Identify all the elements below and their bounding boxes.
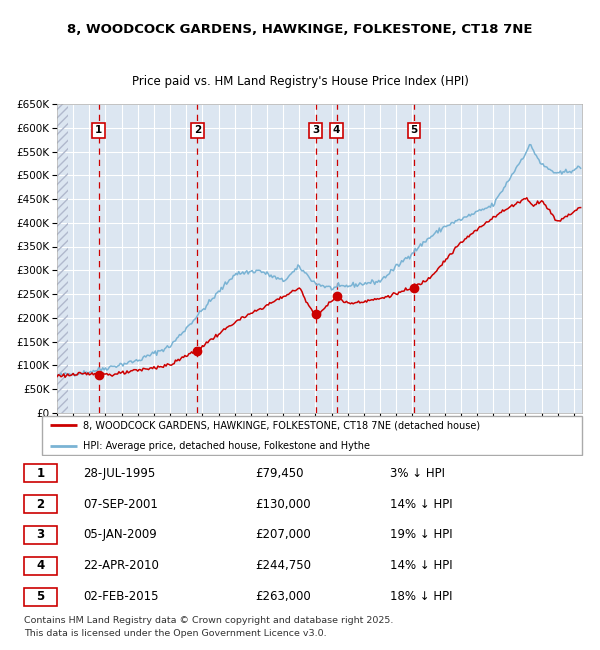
Bar — [57, 104, 68, 413]
Text: 18% ↓ HPI: 18% ↓ HPI — [390, 590, 453, 603]
Text: 4: 4 — [37, 560, 44, 573]
Text: 3% ↓ HPI: 3% ↓ HPI — [390, 467, 445, 480]
Text: 05-JAN-2009: 05-JAN-2009 — [83, 528, 157, 541]
Text: 19% ↓ HPI: 19% ↓ HPI — [390, 528, 453, 541]
Text: 22-APR-2010: 22-APR-2010 — [83, 560, 159, 573]
Text: 2: 2 — [194, 125, 201, 135]
Text: 3: 3 — [37, 528, 44, 541]
FancyBboxPatch shape — [23, 464, 58, 482]
FancyBboxPatch shape — [23, 588, 58, 606]
FancyBboxPatch shape — [41, 416, 583, 454]
Text: 4: 4 — [333, 125, 340, 135]
Text: 14% ↓ HPI: 14% ↓ HPI — [390, 497, 453, 510]
Text: 5: 5 — [37, 590, 44, 603]
Text: 2: 2 — [37, 497, 44, 510]
FancyBboxPatch shape — [23, 495, 58, 513]
Text: HPI: Average price, detached house, Folkestone and Hythe: HPI: Average price, detached house, Folk… — [83, 441, 370, 450]
Text: 07-SEP-2001: 07-SEP-2001 — [83, 497, 158, 510]
Text: Contains HM Land Registry data © Crown copyright and database right 2025.
This d: Contains HM Land Registry data © Crown c… — [23, 616, 393, 638]
Text: 1: 1 — [95, 125, 102, 135]
Text: 8, WOODCOCK GARDENS, HAWKINGE, FOLKESTONE, CT18 7NE: 8, WOODCOCK GARDENS, HAWKINGE, FOLKESTON… — [67, 23, 533, 36]
Text: 1: 1 — [37, 467, 44, 480]
Text: 02-FEB-2015: 02-FEB-2015 — [83, 590, 158, 603]
Text: Price paid vs. HM Land Registry's House Price Index (HPI): Price paid vs. HM Land Registry's House … — [131, 75, 469, 88]
Text: £263,000: £263,000 — [255, 590, 311, 603]
FancyBboxPatch shape — [23, 526, 58, 544]
Text: £207,000: £207,000 — [255, 528, 311, 541]
Text: £244,750: £244,750 — [255, 560, 311, 573]
Text: £79,450: £79,450 — [255, 467, 304, 480]
Text: 3: 3 — [312, 125, 319, 135]
FancyBboxPatch shape — [23, 557, 58, 575]
Text: 8, WOODCOCK GARDENS, HAWKINGE, FOLKESTONE, CT18 7NE (detached house): 8, WOODCOCK GARDENS, HAWKINGE, FOLKESTON… — [83, 421, 480, 430]
Text: 5: 5 — [410, 125, 418, 135]
Text: 28-JUL-1995: 28-JUL-1995 — [83, 467, 155, 480]
Text: 14% ↓ HPI: 14% ↓ HPI — [390, 560, 453, 573]
Text: £130,000: £130,000 — [255, 497, 311, 510]
